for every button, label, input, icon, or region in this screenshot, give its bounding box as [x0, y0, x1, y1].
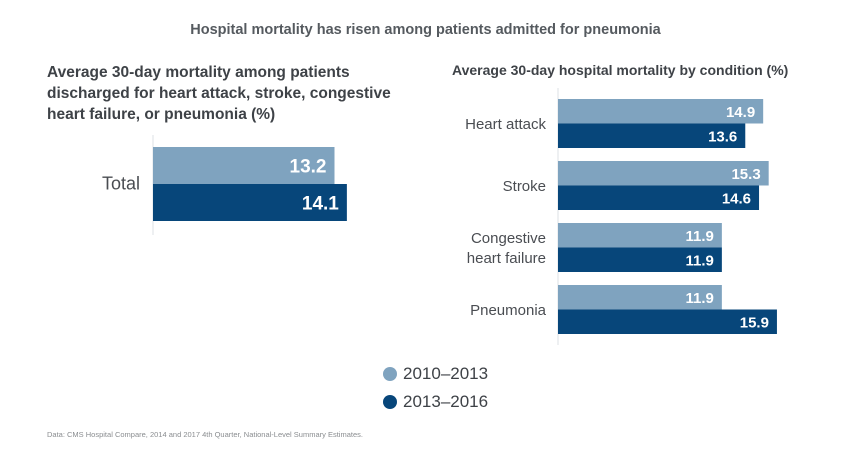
data-label-total-2010-2013: 13.2	[290, 157, 327, 178]
bar-pneumonia-2013-2016	[558, 309, 777, 334]
bar-congestive-heart-failure-2010-2013	[558, 223, 722, 248]
bar-pneumonia-2010-2013	[558, 285, 722, 310]
bar-stroke-2013-2016	[558, 185, 760, 210]
data-label-congestive-heart-failure-2010-2013: 11.9	[685, 228, 713, 245]
data-label-pneumonia-2013-2016: 15.9	[740, 314, 769, 331]
category-label-pneumonia: Pneumonia	[470, 302, 547, 319]
legend-item-2010-2013: 2010–2013	[383, 360, 488, 388]
bar-heart-attack-2010-2013	[558, 99, 764, 124]
legend-label-2013-2016: 2013–2016	[403, 392, 489, 411]
left-chart-title: Average 30-day mortality among patients …	[47, 64, 391, 123]
bar-total-2010-2013	[153, 147, 335, 184]
bar-total-2013-2016	[153, 184, 347, 221]
bar-heart-attack-2013-2016	[558, 123, 746, 148]
category-label-total: Total	[102, 174, 140, 194]
data-label-congestive-heart-failure-2013-2016: 11.9	[685, 252, 713, 269]
data-label-stroke-2013-2016: 14.6	[722, 190, 751, 207]
category-label-congestive-heart-failure-line-2: heart failure	[467, 250, 546, 267]
legend: 2010–2013 2013–2016	[383, 360, 488, 416]
legend-item-2013-2016: 2013–2016	[383, 388, 488, 416]
legend-swatch-2010-2013	[383, 367, 397, 381]
data-label-pneumonia-2010-2013: 11.9	[685, 290, 713, 307]
category-label-congestive-heart-failure-line-1: Congestive	[471, 230, 546, 247]
footnote: Data: CMS Hospital Compare, 2014 and 201…	[47, 430, 363, 439]
data-label-heart-attack-2013-2016: 13.6	[708, 128, 737, 145]
data-label-heart-attack-2010-2013: 14.9	[726, 104, 755, 121]
bar-congestive-heart-failure-2013-2016	[558, 247, 722, 272]
category-label-stroke: Stroke	[503, 178, 546, 195]
legend-label-2010-2013: 2010–2013	[403, 364, 489, 383]
right-chart-title: Average 30-day hospital mortality by con…	[452, 62, 789, 78]
data-label-stroke-2010-2013: 15.3	[731, 166, 760, 183]
bar-stroke-2010-2013	[558, 161, 769, 186]
data-label-total-2013-2016: 14.1	[302, 194, 339, 215]
main-title: Hospital mortality has risen among patie…	[190, 22, 661, 38]
legend-swatch-2013-2016	[383, 395, 397, 409]
category-label-heart-attack: Heart attack	[465, 116, 546, 133]
